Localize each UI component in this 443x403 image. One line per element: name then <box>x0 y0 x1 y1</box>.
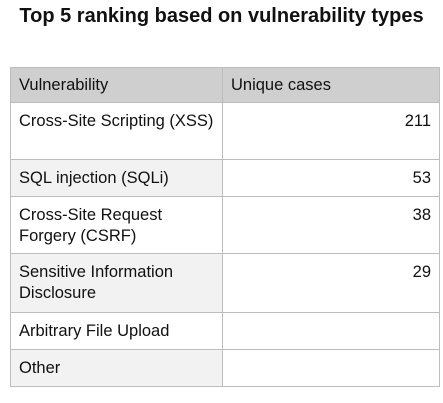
table-row: Other <box>10 349 440 387</box>
row-label: Cross-Site Scripting (XSS) <box>10 102 223 160</box>
table-row: Arbitrary File Upload <box>10 312 440 350</box>
table-row: Cross-Site Request Forgery (CSRF) 38 <box>10 196 440 254</box>
row-label: SQL injection (SQLi) <box>10 159 223 197</box>
ranking-table: Vulnerability Unique cases Cross-Site Sc… <box>10 67 440 387</box>
header-vulnerability: Vulnerability <box>10 67 223 103</box>
row-label: Sensitive Information Disclosure <box>10 253 223 313</box>
chart-title: Top 5 ranking based on vulnerability typ… <box>19 5 424 27</box>
header-unique-cases: Unique cases <box>222 67 440 103</box>
row-value: 38 <box>222 196 440 254</box>
table-row: Cross-Site Scripting (XSS) 211 <box>10 102 440 160</box>
row-value: 29 <box>222 253 440 313</box>
row-label: Other <box>10 349 223 387</box>
table-row: Sensitive Information Disclosure 29 <box>10 253 440 313</box>
row-label: Cross-Site Request Forgery (CSRF) <box>10 196 223 254</box>
row-value <box>222 349 440 387</box>
row-value <box>222 312 440 350</box>
table-header-row: Vulnerability Unique cases <box>10 67 440 103</box>
row-value: 211 <box>222 102 440 160</box>
row-label: Arbitrary File Upload <box>10 312 223 350</box>
row-value: 53 <box>222 159 440 197</box>
table-row: SQL injection (SQLi) 53 <box>10 159 440 197</box>
